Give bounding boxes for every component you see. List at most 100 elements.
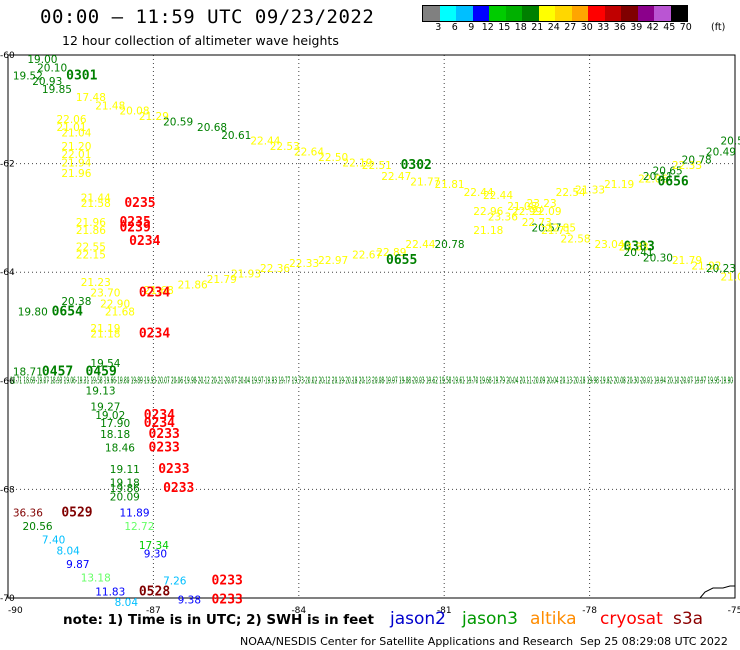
wave-height-label: 22.15: [76, 250, 106, 262]
wave-height-label: 18.18: [100, 429, 130, 441]
wave-height-label: 21.20: [61, 141, 91, 153]
legend-label: 24: [547, 22, 560, 33]
satellite-altika: altika: [530, 609, 577, 629]
x-tick-label: -84: [291, 606, 306, 616]
wave-height-label: 21.86: [76, 225, 106, 237]
legend-swatch: [670, 6, 687, 21]
wave-height-label: 11.83: [95, 586, 125, 598]
x-tick-label: -90: [8, 606, 23, 616]
wave-height-label: 23.04: [594, 239, 624, 251]
wave-height-label: 21.19: [604, 179, 634, 191]
time-label: 0655: [386, 253, 417, 268]
y-tick-label: -62: [0, 160, 15, 170]
wave-height-label: 22.99: [512, 206, 542, 218]
wave-height-label: 22.96: [473, 206, 503, 218]
wave-height-label: 22.44: [483, 190, 513, 202]
wave-height-label: 17.90: [100, 418, 130, 430]
wave-height-label: 18.71: [13, 366, 43, 378]
y-tick-label: -70: [0, 594, 15, 604]
time-label: 0303: [624, 239, 655, 254]
wave-height-label: 21.04: [61, 127, 91, 139]
wave-height-label: 19.86: [110, 483, 140, 495]
wave-height-label: 20.10: [37, 62, 67, 74]
time-label: 0235: [119, 215, 150, 230]
wave-height-label: 22.73: [522, 217, 552, 229]
wave-height-label: 22.89: [376, 247, 406, 259]
legend-label: 9: [468, 22, 475, 33]
legend-swatch: [472, 6, 489, 21]
page-subtitle: 12 hour collection of altimeter wave hei…: [62, 33, 339, 48]
color-scale-legend: [422, 5, 688, 22]
wave-height-label: 21.18: [473, 225, 503, 237]
wave-height-label: 21.94: [61, 157, 91, 169]
wave-height-label: 22.51: [362, 160, 392, 172]
wave-height-label: 20.09: [110, 491, 140, 503]
legend-swatch: [555, 6, 572, 21]
time-label: 0529: [61, 506, 92, 521]
wave-height-label: 8.04: [115, 597, 139, 609]
wave-height-label: 20.61: [221, 130, 251, 142]
coastline: [699, 585, 735, 599]
wave-height-label: 21.68: [144, 285, 174, 297]
wave-height-label: 20.56: [23, 521, 53, 533]
wave-height-label: 20.53: [720, 136, 740, 148]
wave-height-label: 19.13: [86, 385, 116, 397]
wave-height-label: 19.02: [95, 410, 125, 422]
y-tick-label: -64: [0, 268, 15, 278]
wave-height-label: 19.18: [110, 478, 140, 490]
page-title: 00:00 – 11:59 UTC 09/23/2022: [40, 6, 375, 28]
wave-height-label: 22.36: [260, 263, 290, 275]
wave-height-label: 22.44: [250, 136, 280, 148]
map-frame: [7, 54, 736, 599]
legend-label: 12: [481, 22, 494, 33]
legend-label: 30: [580, 22, 593, 33]
legend-label: 42: [646, 22, 659, 33]
wave-height-label: 22.55: [76, 241, 106, 253]
time-label: 0234: [144, 408, 175, 423]
legend-swatch: [654, 6, 671, 21]
wave-height-label: 22.64: [294, 146, 324, 158]
wave-height-label: 20.41: [624, 247, 654, 259]
wave-height-label: 20.38: [61, 296, 91, 308]
wave-height-label: 21.19: [90, 323, 120, 335]
wave-height-label: 12.72: [124, 521, 154, 533]
legend-swatch: [505, 6, 522, 21]
wave-height-label: 21.08: [507, 201, 537, 213]
wave-height-label: 20.59: [163, 117, 193, 129]
legend-label: 21: [531, 22, 544, 33]
legend-label: 27: [564, 22, 577, 33]
time-label: 0233: [212, 592, 243, 607]
wave-height-label: 23.36: [488, 212, 518, 224]
wave-height-label: 22.09: [531, 206, 561, 218]
wave-height-label: 21.44: [81, 193, 111, 205]
wave-height-label: 21.29: [139, 111, 169, 123]
legend-label: 33: [597, 22, 610, 33]
y-tick-label: -66: [0, 377, 15, 387]
wave-height-label: 21.01: [56, 122, 86, 134]
wave-height-label: 20.23: [706, 263, 736, 275]
legend-swatch: [489, 6, 506, 21]
wave-height-label: 9.30: [144, 548, 167, 560]
wave-height-label: 21.33: [575, 184, 605, 196]
y-tick-label: -68: [0, 485, 15, 495]
wave-height-label: 36.36: [13, 508, 43, 520]
wave-height-label: 22.44: [464, 187, 494, 199]
legend-swatch: [637, 6, 654, 21]
wave-height-label: 21.96: [76, 217, 106, 229]
satellite-cryosat: cryosat: [600, 609, 663, 629]
time-label: 0234: [144, 416, 175, 431]
wave-height-label: 21.02: [720, 271, 740, 283]
wave-height-label: 22.50: [318, 152, 348, 164]
legend-swatch: [621, 6, 638, 21]
wave-height-label: 20.68: [197, 122, 227, 134]
legend-label: 36: [613, 22, 626, 33]
footer-timestamp: Sep 25 08:29:08 UTC 2022: [580, 635, 728, 648]
wave-height-label: 19.85: [42, 84, 72, 96]
x-tick-label: -78: [582, 606, 597, 616]
wave-height-label: 21.79: [672, 255, 702, 267]
wave-height-label: 18.46: [105, 442, 135, 454]
legend-swatch: [538, 6, 555, 21]
time-label: 0233: [212, 573, 243, 588]
wave-height-label: 22.54: [556, 187, 586, 199]
wave-height-label: 7.40: [42, 535, 65, 547]
